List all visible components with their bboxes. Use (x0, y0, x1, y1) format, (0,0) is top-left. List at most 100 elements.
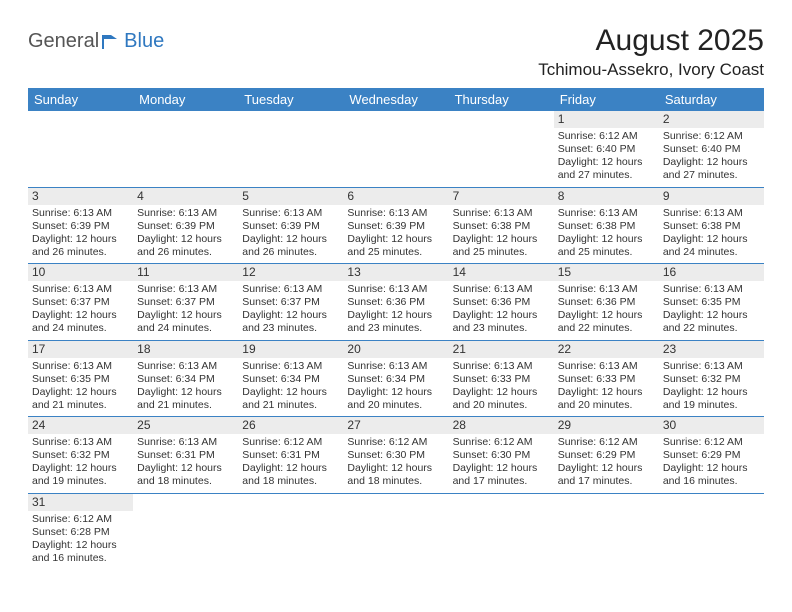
sunrise-line: Sunrise: 6:13 AM (347, 207, 444, 220)
day-number: 25 (133, 417, 238, 434)
calendar-week-row: 3Sunrise: 6:13 AMSunset: 6:39 PMDaylight… (28, 187, 764, 264)
sunrise-line: Sunrise: 6:13 AM (137, 283, 234, 296)
sunrise-line: Sunrise: 6:12 AM (32, 513, 129, 526)
column-header: Wednesday (343, 88, 448, 111)
calendar-day-cell: 25Sunrise: 6:13 AMSunset: 6:31 PMDayligh… (133, 417, 238, 494)
calendar-day-cell: 7Sunrise: 6:13 AMSunset: 6:38 PMDaylight… (449, 187, 554, 264)
title-block: August 2025 Tchimou-Assekro, Ivory Coast (538, 24, 764, 80)
calendar-day-cell: 11 Sunrise: 6:13 AMSunset: 6:37 PMDayligh… (133, 264, 238, 341)
day-number: 1 (554, 111, 659, 128)
sunset-line: Sunset: 6:31 PM (242, 449, 339, 462)
calendar-day-cell: 5Sunrise: 6:13 AMSunset: 6:39 PMDaylight… (238, 187, 343, 264)
calendar-day-cell: 14Sunrise: 6:13 AMSunset: 6:36 PMDayligh… (449, 264, 554, 341)
column-header: Friday (554, 88, 659, 111)
calendar-week-row: 24Sunrise: 6:13 AMSunset: 6:32 PMDayligh… (28, 417, 764, 494)
day-number: 23 (659, 341, 764, 358)
sunset-line: Sunset: 6:40 PM (558, 143, 655, 156)
day-number: 28 (449, 417, 554, 434)
sunset-line: Sunset: 6:36 PM (347, 296, 444, 309)
sunrise-line: Sunrise: 6:13 AM (663, 283, 760, 296)
calendar-day-cell: 21Sunrise: 6:13 AMSunset: 6:33 PMDayligh… (449, 340, 554, 417)
calendar-day-cell (28, 111, 133, 187)
sunset-line: Sunset: 6:37 PM (137, 296, 234, 309)
calendar-day-cell: 1Sunrise: 6:12 AMSunset: 6:40 PMDaylight… (554, 111, 659, 187)
calendar-day-cell: 4Sunrise: 6:13 AMSunset: 6:39 PMDaylight… (133, 187, 238, 264)
daylight-line: Daylight: 12 hours and 16 minutes. (32, 539, 129, 565)
sunset-line: Sunset: 6:32 PM (32, 449, 129, 462)
daylight-line: Daylight: 12 hours and 21 minutes. (137, 386, 234, 412)
sunrise-line: Sunrise: 6:13 AM (137, 360, 234, 373)
calendar-day-cell: 6Sunrise: 6:13 AMSunset: 6:39 PMDaylight… (343, 187, 448, 264)
calendar-day-cell: 2Sunrise: 6:12 AMSunset: 6:40 PMDaylight… (659, 111, 764, 187)
daylight-line: Daylight: 12 hours and 20 minutes. (558, 386, 655, 412)
daylight-line: Daylight: 12 hours and 24 minutes. (137, 309, 234, 335)
day-number: 29 (554, 417, 659, 434)
daylight-line: Daylight: 12 hours and 21 minutes. (32, 386, 129, 412)
calendar-day-cell: 19Sunrise: 6:13 AMSunset: 6:34 PMDayligh… (238, 340, 343, 417)
day-number: 12 (238, 264, 343, 281)
daylight-line: Daylight: 12 hours and 21 minutes. (242, 386, 339, 412)
daylight-line: Daylight: 12 hours and 26 minutes. (242, 233, 339, 259)
day-number: 2 (659, 111, 764, 128)
calendar-day-cell: 17Sunrise: 6:13 AMSunset: 6:35 PMDayligh… (28, 340, 133, 417)
sunrise-line: Sunrise: 6:12 AM (347, 436, 444, 449)
calendar-day-cell (343, 493, 448, 569)
calendar-day-cell: 23Sunrise: 6:13 AMSunset: 6:32 PMDayligh… (659, 340, 764, 417)
daylight-line: Daylight: 12 hours and 20 minutes. (347, 386, 444, 412)
sunset-line: Sunset: 6:36 PM (453, 296, 550, 309)
calendar-day-cell (449, 493, 554, 569)
column-header: Saturday (659, 88, 764, 111)
calendar-day-cell: 31Sunrise: 6:12 AMSunset: 6:28 PMDayligh… (28, 493, 133, 569)
day-number: 5 (238, 188, 343, 205)
day-number: 9 (659, 188, 764, 205)
sunset-line: Sunset: 6:34 PM (242, 373, 339, 386)
day-number: 31 (28, 494, 133, 511)
day-number: 20 (343, 341, 448, 358)
daylight-line: Daylight: 12 hours and 27 minutes. (558, 156, 655, 182)
sunset-line: Sunset: 6:37 PM (32, 296, 129, 309)
daylight-line: Daylight: 12 hours and 18 minutes. (242, 462, 339, 488)
daylight-line: Daylight: 12 hours and 19 minutes. (663, 386, 760, 412)
daylight-line: Daylight: 12 hours and 17 minutes. (453, 462, 550, 488)
sunset-line: Sunset: 6:29 PM (663, 449, 760, 462)
calendar-day-cell: 16Sunrise: 6:13 AMSunset: 6:35 PMDayligh… (659, 264, 764, 341)
sunset-line: Sunset: 6:40 PM (663, 143, 760, 156)
calendar-day-cell: 8Sunrise: 6:13 AMSunset: 6:38 PMDaylight… (554, 187, 659, 264)
day-number: 8 (554, 188, 659, 205)
day-number: 16 (659, 264, 764, 281)
sunrise-line: Sunrise: 6:13 AM (32, 436, 129, 449)
calendar-day-cell (133, 111, 238, 187)
daylight-line: Daylight: 12 hours and 25 minutes. (558, 233, 655, 259)
day-number: 10 (28, 264, 133, 281)
flag-icon (101, 33, 123, 51)
day-number: 15 (554, 264, 659, 281)
calendar-day-cell (449, 111, 554, 187)
sunset-line: Sunset: 6:35 PM (32, 373, 129, 386)
sunrise-line: Sunrise: 6:13 AM (558, 207, 655, 220)
sunrise-line: Sunrise: 6:13 AM (663, 360, 760, 373)
daylight-line: Daylight: 12 hours and 25 minutes. (347, 233, 444, 259)
daylight-line: Daylight: 12 hours and 22 minutes. (558, 309, 655, 335)
day-number: 27 (343, 417, 448, 434)
brand-word-2: Blue (124, 30, 164, 53)
calendar-day-cell: 26Sunrise: 6:12 AMSunset: 6:31 PMDayligh… (238, 417, 343, 494)
sunrise-line: Sunrise: 6:12 AM (663, 130, 760, 143)
day-number: 7 (449, 188, 554, 205)
sunrise-line: Sunrise: 6:13 AM (347, 283, 444, 296)
sunset-line: Sunset: 6:29 PM (558, 449, 655, 462)
sunrise-line: Sunrise: 6:13 AM (32, 207, 129, 220)
daylight-line: Daylight: 12 hours and 20 minutes. (453, 386, 550, 412)
sunset-line: Sunset: 6:39 PM (32, 220, 129, 233)
day-number: 30 (659, 417, 764, 434)
daylight-line: Daylight: 12 hours and 19 minutes. (32, 462, 129, 488)
sunrise-line: Sunrise: 6:13 AM (242, 360, 339, 373)
calendar-day-cell: 9Sunrise: 6:13 AMSunset: 6:38 PMDaylight… (659, 187, 764, 264)
sunset-line: Sunset: 6:35 PM (663, 296, 760, 309)
calendar-day-cell (343, 111, 448, 187)
calendar-table: SundayMondayTuesdayWednesdayThursdayFrid… (28, 88, 764, 569)
calendar-week-row: 10Sunrise: 6:13 AMSunset: 6:37 PMDayligh… (28, 264, 764, 341)
calendar-header-row: SundayMondayTuesdayWednesdayThursdayFrid… (28, 88, 764, 111)
day-number: 11 (133, 264, 238, 281)
sunrise-line: Sunrise: 6:13 AM (347, 360, 444, 373)
day-number: 3 (28, 188, 133, 205)
